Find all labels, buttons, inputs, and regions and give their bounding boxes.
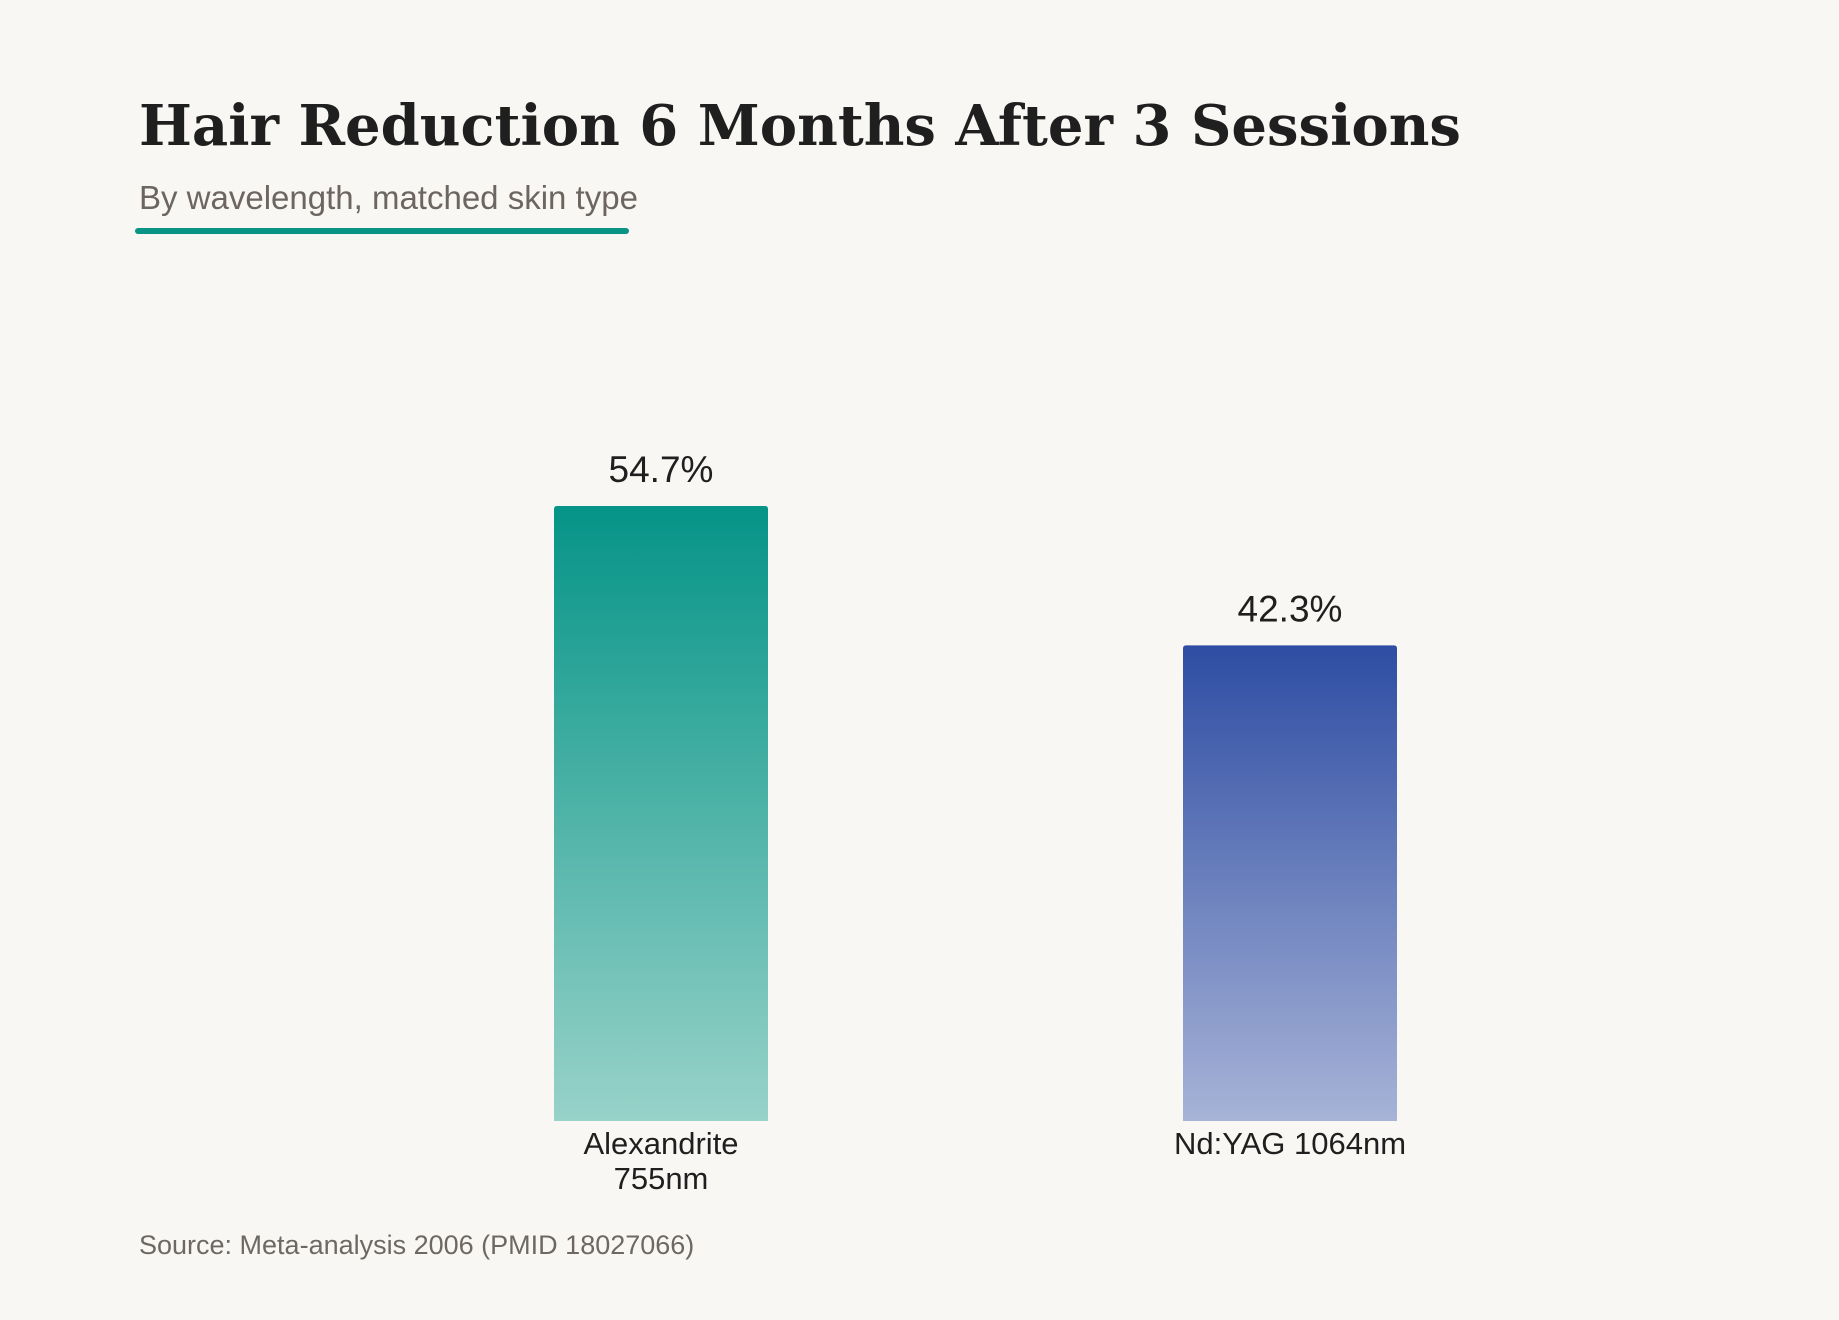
subtitle-underline: [135, 228, 629, 234]
chart-title: Hair Reduction 6 Months After 3 Sessions: [139, 93, 1461, 159]
chart-subtitle: By wavelength, matched skin type: [139, 179, 638, 216]
value-labels-group: 54.7% 42.3%: [609, 449, 1343, 629]
value-label-1: 42.3%: [1238, 588, 1343, 629]
category-labels-group: Alexandrite 755nm Nd:YAG 1064nm: [583, 1126, 1406, 1196]
value-label-0: 54.7%: [609, 449, 714, 490]
bars-group: [554, 506, 1397, 1121]
bar-0: [554, 506, 768, 1121]
category-label-line: 755nm: [614, 1161, 709, 1196]
category-label-line: Alexandrite: [583, 1126, 738, 1161]
category-label-0: Alexandrite 755nm: [583, 1126, 738, 1196]
category-label-1: Nd:YAG 1064nm: [1174, 1126, 1406, 1161]
bar-1: [1183, 645, 1397, 1121]
source-note: Source: Meta-analysis 2006 (PMID 1802706…: [139, 1230, 695, 1260]
category-label-line: Nd:YAG 1064nm: [1174, 1126, 1406, 1161]
